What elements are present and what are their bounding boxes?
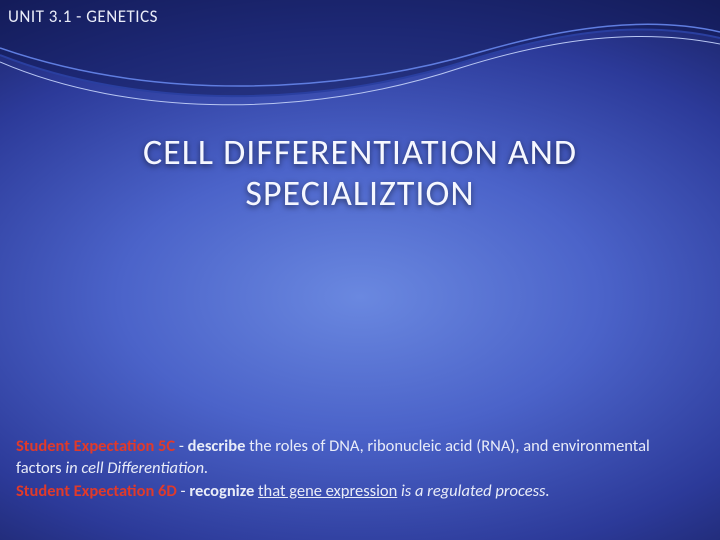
expectation-label: Student Expectation 5C: [16, 436, 175, 456]
dash: -: [177, 481, 190, 501]
wave-line-3: [0, 36, 720, 104]
expectation-underline: that gene expression: [258, 481, 397, 501]
expectation-5c: Student Expectation 5C - describe the ro…: [16, 435, 680, 480]
expectation-keyword: recognize: [189, 481, 254, 501]
expectation-italic: is a regulated process: [401, 481, 545, 501]
expectations-block: Student Expectation 5C - describe the ro…: [16, 435, 680, 502]
wave-line-2: [0, 24, 720, 86]
title-line-2: SPECIALIZTION: [245, 171, 474, 215]
period: .: [545, 481, 549, 501]
expectation-6d: Student Expectation 6D - recognize that …: [16, 480, 680, 502]
title-line-1: CELL DIFFERENTIATION AND: [143, 130, 577, 174]
expectation-keyword: describe: [188, 436, 246, 456]
wave-line-1: [0, 29, 720, 96]
expectation-label: Student Expectation 6D: [16, 481, 177, 501]
expectation-italic: in cell Differentiation.: [65, 458, 208, 478]
dash: -: [175, 436, 188, 456]
slide: UNIT 3.1 - GENETICS CELL DIFFERENTIATION…: [0, 0, 720, 540]
unit-label: UNIT 3.1 - GENETICS: [8, 6, 158, 27]
slide-title: CELL DIFFERENTIATION AND SPECIALIZTION: [0, 132, 720, 215]
